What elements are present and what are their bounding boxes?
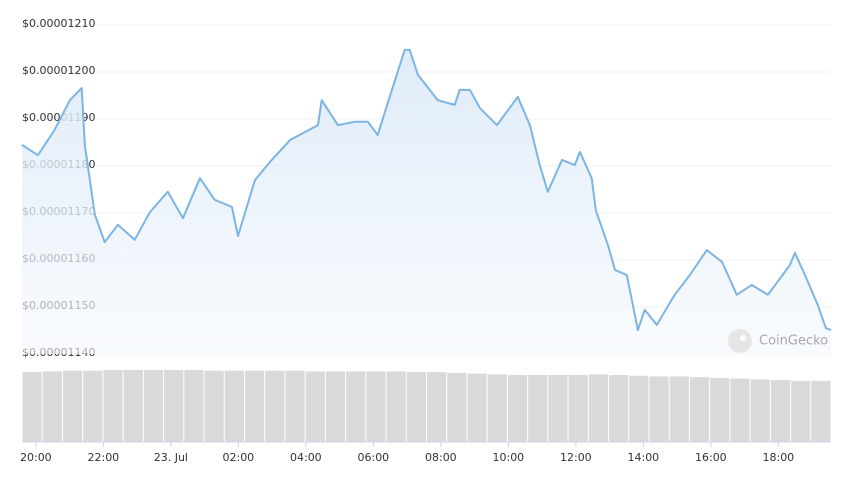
y-tick-label: $0.00001200 xyxy=(22,64,95,77)
volume-bar xyxy=(811,380,831,442)
volume-bar xyxy=(224,370,244,442)
volume-bar xyxy=(386,371,406,442)
y-tick-label: $0.00001210 xyxy=(22,17,95,30)
x-tick-label: 22:00 xyxy=(87,451,119,464)
volume-bar xyxy=(305,371,325,442)
volume-bar xyxy=(285,370,305,442)
volume-bar xyxy=(325,371,346,442)
volume-bar xyxy=(62,370,83,442)
volume-bar xyxy=(427,372,447,442)
x-tick-label: 18:00 xyxy=(762,451,794,464)
volume-bar xyxy=(467,373,487,442)
volume-bar xyxy=(588,374,609,442)
volume-bar xyxy=(406,372,426,442)
volume-bar xyxy=(244,370,265,442)
volume-bar xyxy=(83,370,103,442)
volume-bar xyxy=(164,370,184,442)
x-tick-label: 10:00 xyxy=(492,451,524,464)
volume-bar xyxy=(265,370,285,442)
volume-bar xyxy=(568,375,588,442)
watermark-logo xyxy=(728,329,752,353)
x-tick-label: 20:00 xyxy=(20,451,52,464)
volume-bar xyxy=(143,370,164,442)
volume-bar xyxy=(770,380,791,442)
x-tick-label: 12:00 xyxy=(560,451,592,464)
volume-bar xyxy=(649,376,669,442)
volume-bar xyxy=(507,375,528,442)
volume-bar xyxy=(123,370,143,442)
volume-bar xyxy=(730,378,750,442)
watermark: CoinGecko xyxy=(728,329,828,353)
volume-bar xyxy=(42,371,62,442)
x-tick-label: 04:00 xyxy=(290,451,322,464)
volume-bar xyxy=(629,375,649,442)
volume-bar xyxy=(689,377,710,442)
x-tick-label: 23. Jul xyxy=(154,451,188,464)
price-line xyxy=(21,48,832,331)
volume-bar xyxy=(710,377,730,442)
volume-bar xyxy=(669,376,689,442)
volume-bar xyxy=(184,370,204,442)
volume-bar xyxy=(366,371,386,442)
volume-bar xyxy=(447,372,467,442)
price-area xyxy=(22,49,831,355)
volume-bar xyxy=(204,370,224,442)
volume-bar xyxy=(103,370,123,442)
volume-bar xyxy=(22,372,42,442)
volume-bar xyxy=(791,380,811,442)
watermark-logo-eye xyxy=(740,335,746,341)
volume-bar xyxy=(548,375,568,442)
x-tick-label: 06:00 xyxy=(357,451,389,464)
x-tick-label: 14:00 xyxy=(627,451,659,464)
volume-bar xyxy=(528,375,548,442)
volume-bar xyxy=(609,375,629,442)
x-tick-label: 02:00 xyxy=(222,451,254,464)
volume-bar xyxy=(487,374,507,442)
volume-bar xyxy=(750,379,770,442)
x-tick-label: 16:00 xyxy=(695,451,727,464)
watermark-text: CoinGecko xyxy=(759,334,828,349)
x-tick-label: 08:00 xyxy=(425,451,457,464)
volume-bar xyxy=(346,371,366,442)
